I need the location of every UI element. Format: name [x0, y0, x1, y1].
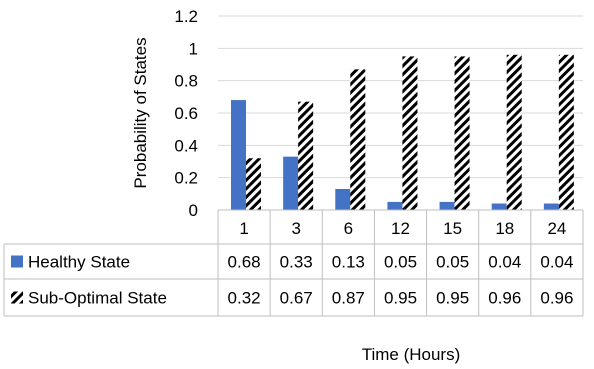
legend-swatch-sub-optimal: [11, 291, 23, 304]
bar-sub-optimal-18: [506, 54, 522, 210]
bar-healthy-3: [283, 156, 299, 210]
legend-swatch-healthy: [11, 255, 23, 268]
table-cell-value: 0.67: [280, 289, 313, 308]
bar-sub-optimal-3: [298, 101, 314, 210]
bar-sub-optimal-6: [350, 69, 366, 210]
bar-healthy-15: [439, 201, 455, 210]
table-cell-value: 0.96: [488, 289, 521, 308]
y-axis-label: Probability of States: [131, 37, 150, 188]
bar-healthy-12: [387, 201, 403, 210]
bar-healthy-6: [335, 188, 351, 210]
x-tick-label: 6: [344, 219, 353, 238]
data-table: 1 3 6 12 15 18 24 Healthy State 0.68 0.33 0.13 0.05…: [3, 209, 584, 317]
legend-label: Sub-Optimal State: [28, 289, 167, 308]
table-cell-value: 0.32: [228, 289, 261, 308]
gridlines: [218, 15, 583, 179]
bar-sub-optimal-1: [246, 158, 261, 210]
y-tick-label: 0.4: [174, 136, 198, 155]
table-cell-value: 0.05: [384, 253, 417, 272]
y-tick-labels: 0 0.2 0.4 0.6 0.8 1 1.2: [174, 7, 198, 220]
table-cell-value: 0.04: [540, 253, 573, 272]
bar-healthy-24: [543, 203, 559, 210]
x-tick-label: 12: [391, 219, 410, 238]
bars: [231, 54, 574, 210]
bar-healthy-18: [491, 203, 507, 210]
legend-label: Healthy State: [28, 253, 130, 272]
x-tick-label: 18: [495, 219, 514, 238]
bar-sub-optimal-12: [402, 56, 418, 210]
y-tick-label: 0.6: [174, 104, 198, 123]
bar-sub-optimal-15: [454, 56, 470, 210]
table-cell-value: 0.95: [384, 289, 417, 308]
y-tick-label: 1: [189, 39, 198, 58]
table-cell-value: 0.95: [436, 289, 469, 308]
table-cell-value: 0.33: [280, 253, 313, 272]
table-cell-value: 0.05: [436, 253, 469, 272]
y-tick-label: 1.2: [174, 7, 198, 26]
table-cell-value: 0.13: [332, 253, 365, 272]
y-tick-label: 0.8: [174, 72, 198, 91]
x-tick-label: 24: [547, 219, 566, 238]
y-tick-label: 0: [189, 201, 198, 220]
bar-sub-optimal-24: [558, 54, 574, 210]
x-axis-label: Time (Hours): [362, 345, 461, 364]
table-cell-value: 0.96: [540, 289, 573, 308]
table-cell-value: 0.04: [488, 253, 521, 272]
table-cell-value: 0.87: [332, 289, 365, 308]
x-tick-label: 3: [291, 219, 300, 238]
bar-healthy-1: [231, 100, 246, 210]
y-tick-label: 0.2: [174, 169, 198, 188]
table-cell-value: 0.68: [228, 253, 261, 272]
x-tick-label: 1: [239, 219, 248, 238]
x-tick-label: 15: [443, 219, 462, 238]
